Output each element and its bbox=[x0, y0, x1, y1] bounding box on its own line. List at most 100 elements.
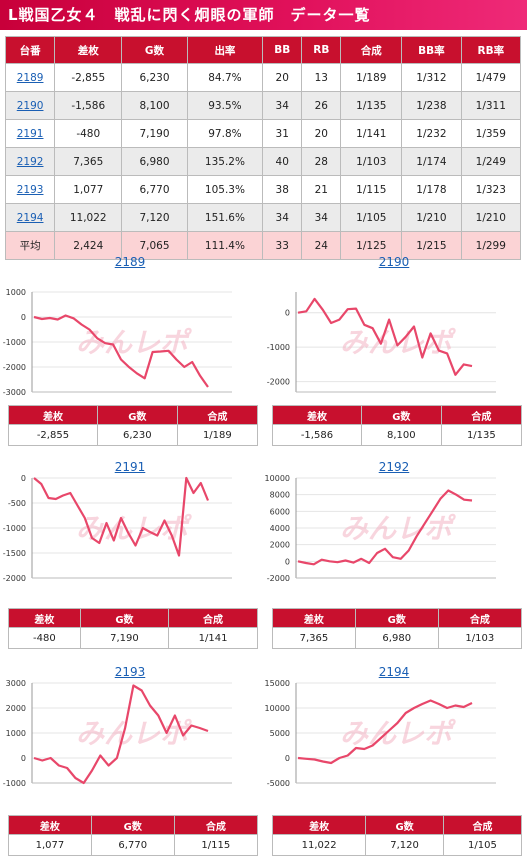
stats-value-cell: 8,100 bbox=[360, 424, 442, 446]
table-header-cell: RB率 bbox=[460, 36, 522, 64]
table-cell: 1/210 bbox=[401, 203, 462, 232]
stats-value-cell: 1/105 bbox=[442, 834, 523, 856]
page-title: L戦国乙女４ 戦乱に閃く炯眼の軍師 データ一覧 bbox=[0, 0, 527, 30]
machine-number-link[interactable]: 2189 bbox=[16, 71, 44, 84]
y-tick-label: 1000 bbox=[6, 729, 26, 738]
stats-value-row: 11,022 7,120 1/105 bbox=[271, 834, 523, 856]
machine-number-link[interactable]: 2190 bbox=[16, 99, 44, 112]
stats-header-cell: 合成 bbox=[173, 815, 259, 835]
stats-value-cell: -2,855 bbox=[8, 424, 98, 446]
table-cell: 2190 bbox=[4, 91, 56, 120]
table-cell: 1/141 bbox=[340, 119, 403, 148]
y-tick-label: -2000 bbox=[267, 378, 290, 387]
table-cell: 1/105 bbox=[340, 203, 403, 232]
series-line bbox=[33, 314, 209, 388]
y-tick-label: -1000 bbox=[3, 779, 26, 788]
y-tick-label: 0 bbox=[285, 754, 290, 763]
stats-value-cell: 1/135 bbox=[440, 424, 523, 446]
y-tick-label: -1000 bbox=[3, 338, 26, 347]
stats-value-cell: 1/141 bbox=[168, 627, 258, 649]
y-tick-label: -1000 bbox=[3, 524, 26, 533]
stats-header-row: 差枚 G数 合成 bbox=[271, 815, 523, 835]
line-chart: 3000 2000 1000 0 -1000 みんレポ bbox=[3, 679, 232, 788]
table-cell: 105.3% bbox=[186, 175, 264, 204]
chart-title-link[interactable]: 2192 bbox=[378, 460, 410, 474]
table-cell: 2194 bbox=[4, 203, 56, 232]
stats-value-row: 1,077 6,770 1/115 bbox=[8, 834, 259, 856]
y-tick-label: 2000 bbox=[270, 541, 290, 550]
y-tick-label: 5000 bbox=[270, 729, 290, 738]
table-cell: 2191 bbox=[4, 119, 56, 148]
table-cell: -1,586 bbox=[54, 91, 123, 120]
table-cell: 1,077 bbox=[54, 175, 123, 204]
table-cell: 1/210 bbox=[460, 203, 522, 232]
watermark-logo: みんレポ bbox=[340, 326, 456, 359]
table-cell: 24 bbox=[301, 231, 342, 260]
stats-header-cell: G数 bbox=[90, 815, 175, 835]
table-header-cell: RB bbox=[301, 36, 342, 64]
watermark-logo: みんレポ bbox=[76, 717, 192, 750]
table-cell: 1/178 bbox=[401, 175, 462, 204]
chart-title-link[interactable]: 2194 bbox=[378, 665, 410, 679]
stats-header-cell: 差枚 bbox=[8, 608, 81, 628]
stats-header-cell: 合成 bbox=[168, 608, 258, 628]
table-row: 2194 11,022 7,120 151.6% 34 34 1/105 1/210 1/210 bbox=[4, 203, 522, 232]
stats-value-row: -1,586 8,100 1/135 bbox=[272, 424, 523, 446]
chart-title-link[interactable]: 2189 bbox=[114, 255, 146, 269]
table-cell: 34 bbox=[262, 203, 303, 232]
stats-value-cell: -1,586 bbox=[272, 424, 362, 446]
stats-value-cell: 1/103 bbox=[437, 627, 523, 649]
table-cell: 1/125 bbox=[340, 231, 403, 260]
y-tick-label: -1500 bbox=[3, 549, 26, 558]
table-cell: 1/215 bbox=[401, 231, 462, 260]
y-tick-label: 15000 bbox=[265, 679, 290, 688]
line-chart: 10000 8000 6000 4000 2000 0 -2000 みんレポ bbox=[265, 474, 496, 583]
stats-header-cell: 差枚 bbox=[272, 608, 356, 628]
machine-number-link[interactable]: 2192 bbox=[16, 155, 44, 168]
stats-header-cell: G数 bbox=[354, 608, 439, 628]
table-header-cell: BB率 bbox=[401, 36, 462, 64]
machine-number-link[interactable]: 2193 bbox=[16, 183, 44, 196]
table-header-cell: 台番 bbox=[4, 36, 56, 64]
stats-value-row: -480 7,190 1/141 bbox=[8, 627, 258, 649]
table-cell: 2189 bbox=[4, 63, 56, 92]
chart-title-link[interactable]: 2191 bbox=[114, 460, 146, 474]
stats-header-cell: 合成 bbox=[176, 405, 259, 425]
table-cell: 1/103 bbox=[340, 147, 403, 176]
table-cell: 1/174 bbox=[401, 147, 462, 176]
series-line bbox=[33, 684, 209, 785]
chart-stats-table: 差枚 G数 合成 11,022 7,120 1/105 bbox=[271, 815, 523, 856]
stats-header-cell: 合成 bbox=[437, 608, 523, 628]
table-row: 2189 -2,855 6,230 84.7% 20 13 1/189 1/312 1/479 bbox=[4, 63, 522, 92]
machine-number-link[interactable]: 2194 bbox=[16, 211, 44, 224]
table-cell: 38 bbox=[262, 175, 303, 204]
chart-stats-table: 差枚 G数 合成 -480 7,190 1/141 bbox=[8, 608, 258, 649]
stats-header-row: 差枚 G数 合成 bbox=[8, 405, 259, 425]
chart-title-link[interactable]: 2193 bbox=[114, 665, 146, 679]
stats-header-cell: G数 bbox=[79, 608, 170, 628]
stats-header-cell: 差枚 bbox=[8, 815, 92, 835]
chart-title-link[interactable]: 2190 bbox=[378, 255, 410, 269]
stats-value-cell: 11,022 bbox=[271, 834, 367, 856]
table-cell: 6,980 bbox=[121, 147, 188, 176]
stats-header-cell: G数 bbox=[96, 405, 178, 425]
table-cell: 1/323 bbox=[460, 175, 522, 204]
table-cell: 1/359 bbox=[460, 119, 522, 148]
table-cell: 26 bbox=[301, 91, 342, 120]
y-tick-label: -3000 bbox=[3, 388, 26, 397]
y-tick-label: 0 bbox=[21, 754, 26, 763]
watermark-logo: みんレポ bbox=[340, 512, 456, 545]
stats-header-cell: 差枚 bbox=[271, 815, 367, 835]
y-tick-label: -5000 bbox=[267, 779, 290, 788]
table-cell: 2192 bbox=[4, 147, 56, 176]
stats-header-cell: 差枚 bbox=[8, 405, 98, 425]
table-cell: 6,230 bbox=[121, 63, 188, 92]
stats-value-cell: 6,230 bbox=[96, 424, 178, 446]
table-cell: 11,022 bbox=[54, 203, 123, 232]
machine-number-link[interactable]: 2191 bbox=[16, 127, 44, 140]
y-tick-label: 10000 bbox=[265, 704, 290, 713]
table-row: 2193 1,077 6,770 105.3% 38 21 1/115 1/178 1/323 bbox=[4, 175, 522, 204]
stats-value-row: -2,855 6,230 1/189 bbox=[8, 424, 259, 446]
series-line bbox=[297, 699, 473, 765]
